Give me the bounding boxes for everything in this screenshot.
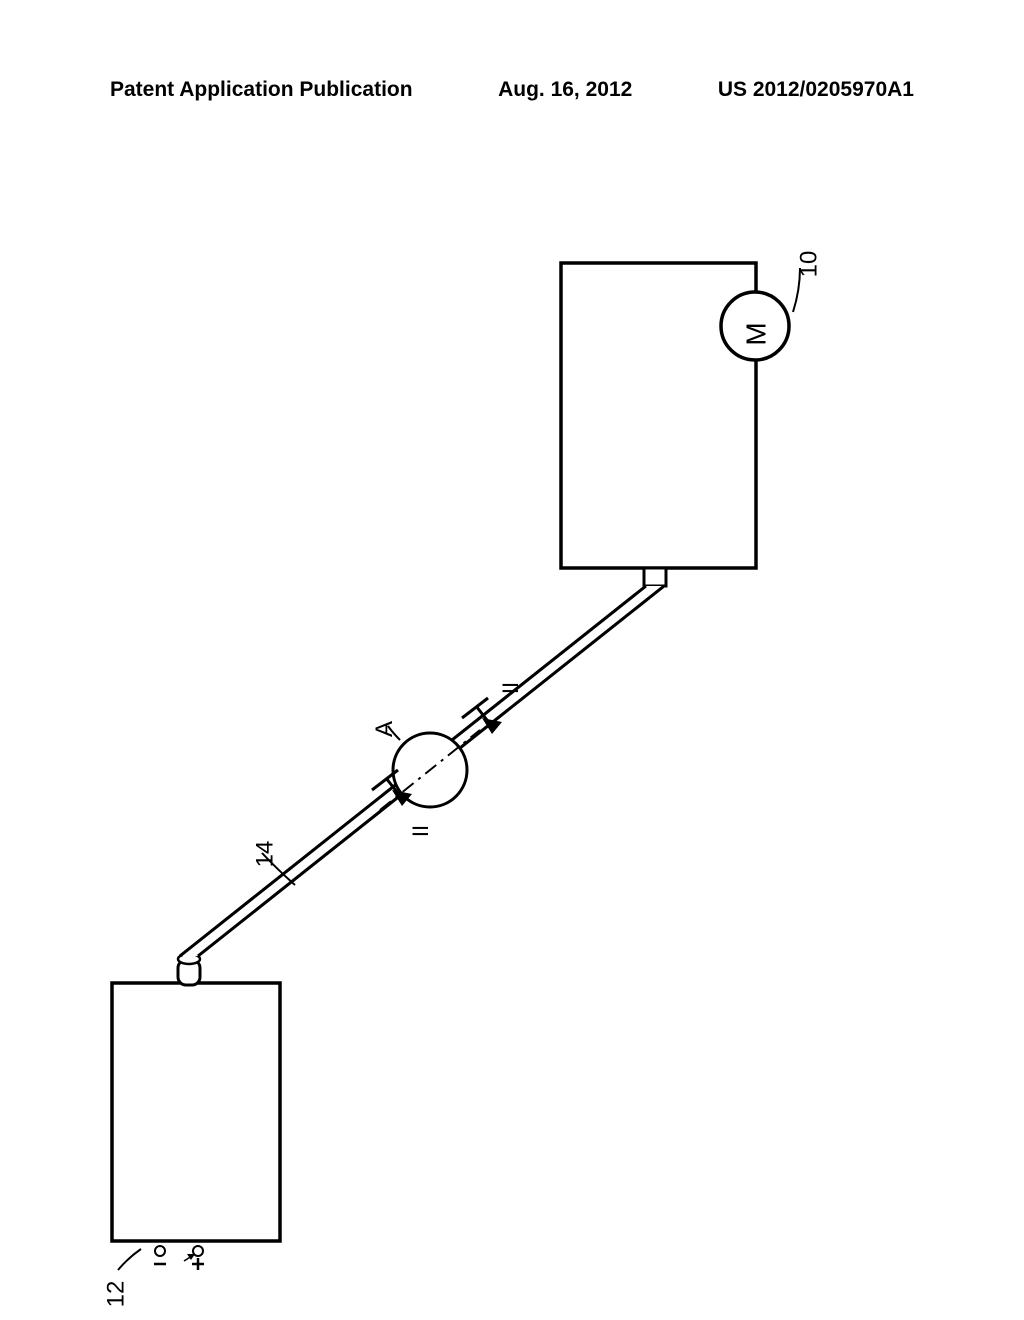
header-right: US 2012/0205970A1 [718,78,914,102]
fig1-ref-10: 10 [795,251,823,278]
header-left: Patent Application Publication [110,78,413,102]
section-mark-upper: II [498,682,524,694]
header-center: Aug. 16, 2012 [498,78,632,102]
diagram-area: Fig. 2 14 16 18 20 22 Fig. [0,150,1024,1250]
section-mark-lower: II [408,825,434,837]
fig1-ref-M: M [741,322,773,345]
fig1-ref-A: A [371,721,399,737]
fig1-ref-12: 12 [102,1281,130,1308]
fig1-ref-14: 14 [251,841,279,868]
